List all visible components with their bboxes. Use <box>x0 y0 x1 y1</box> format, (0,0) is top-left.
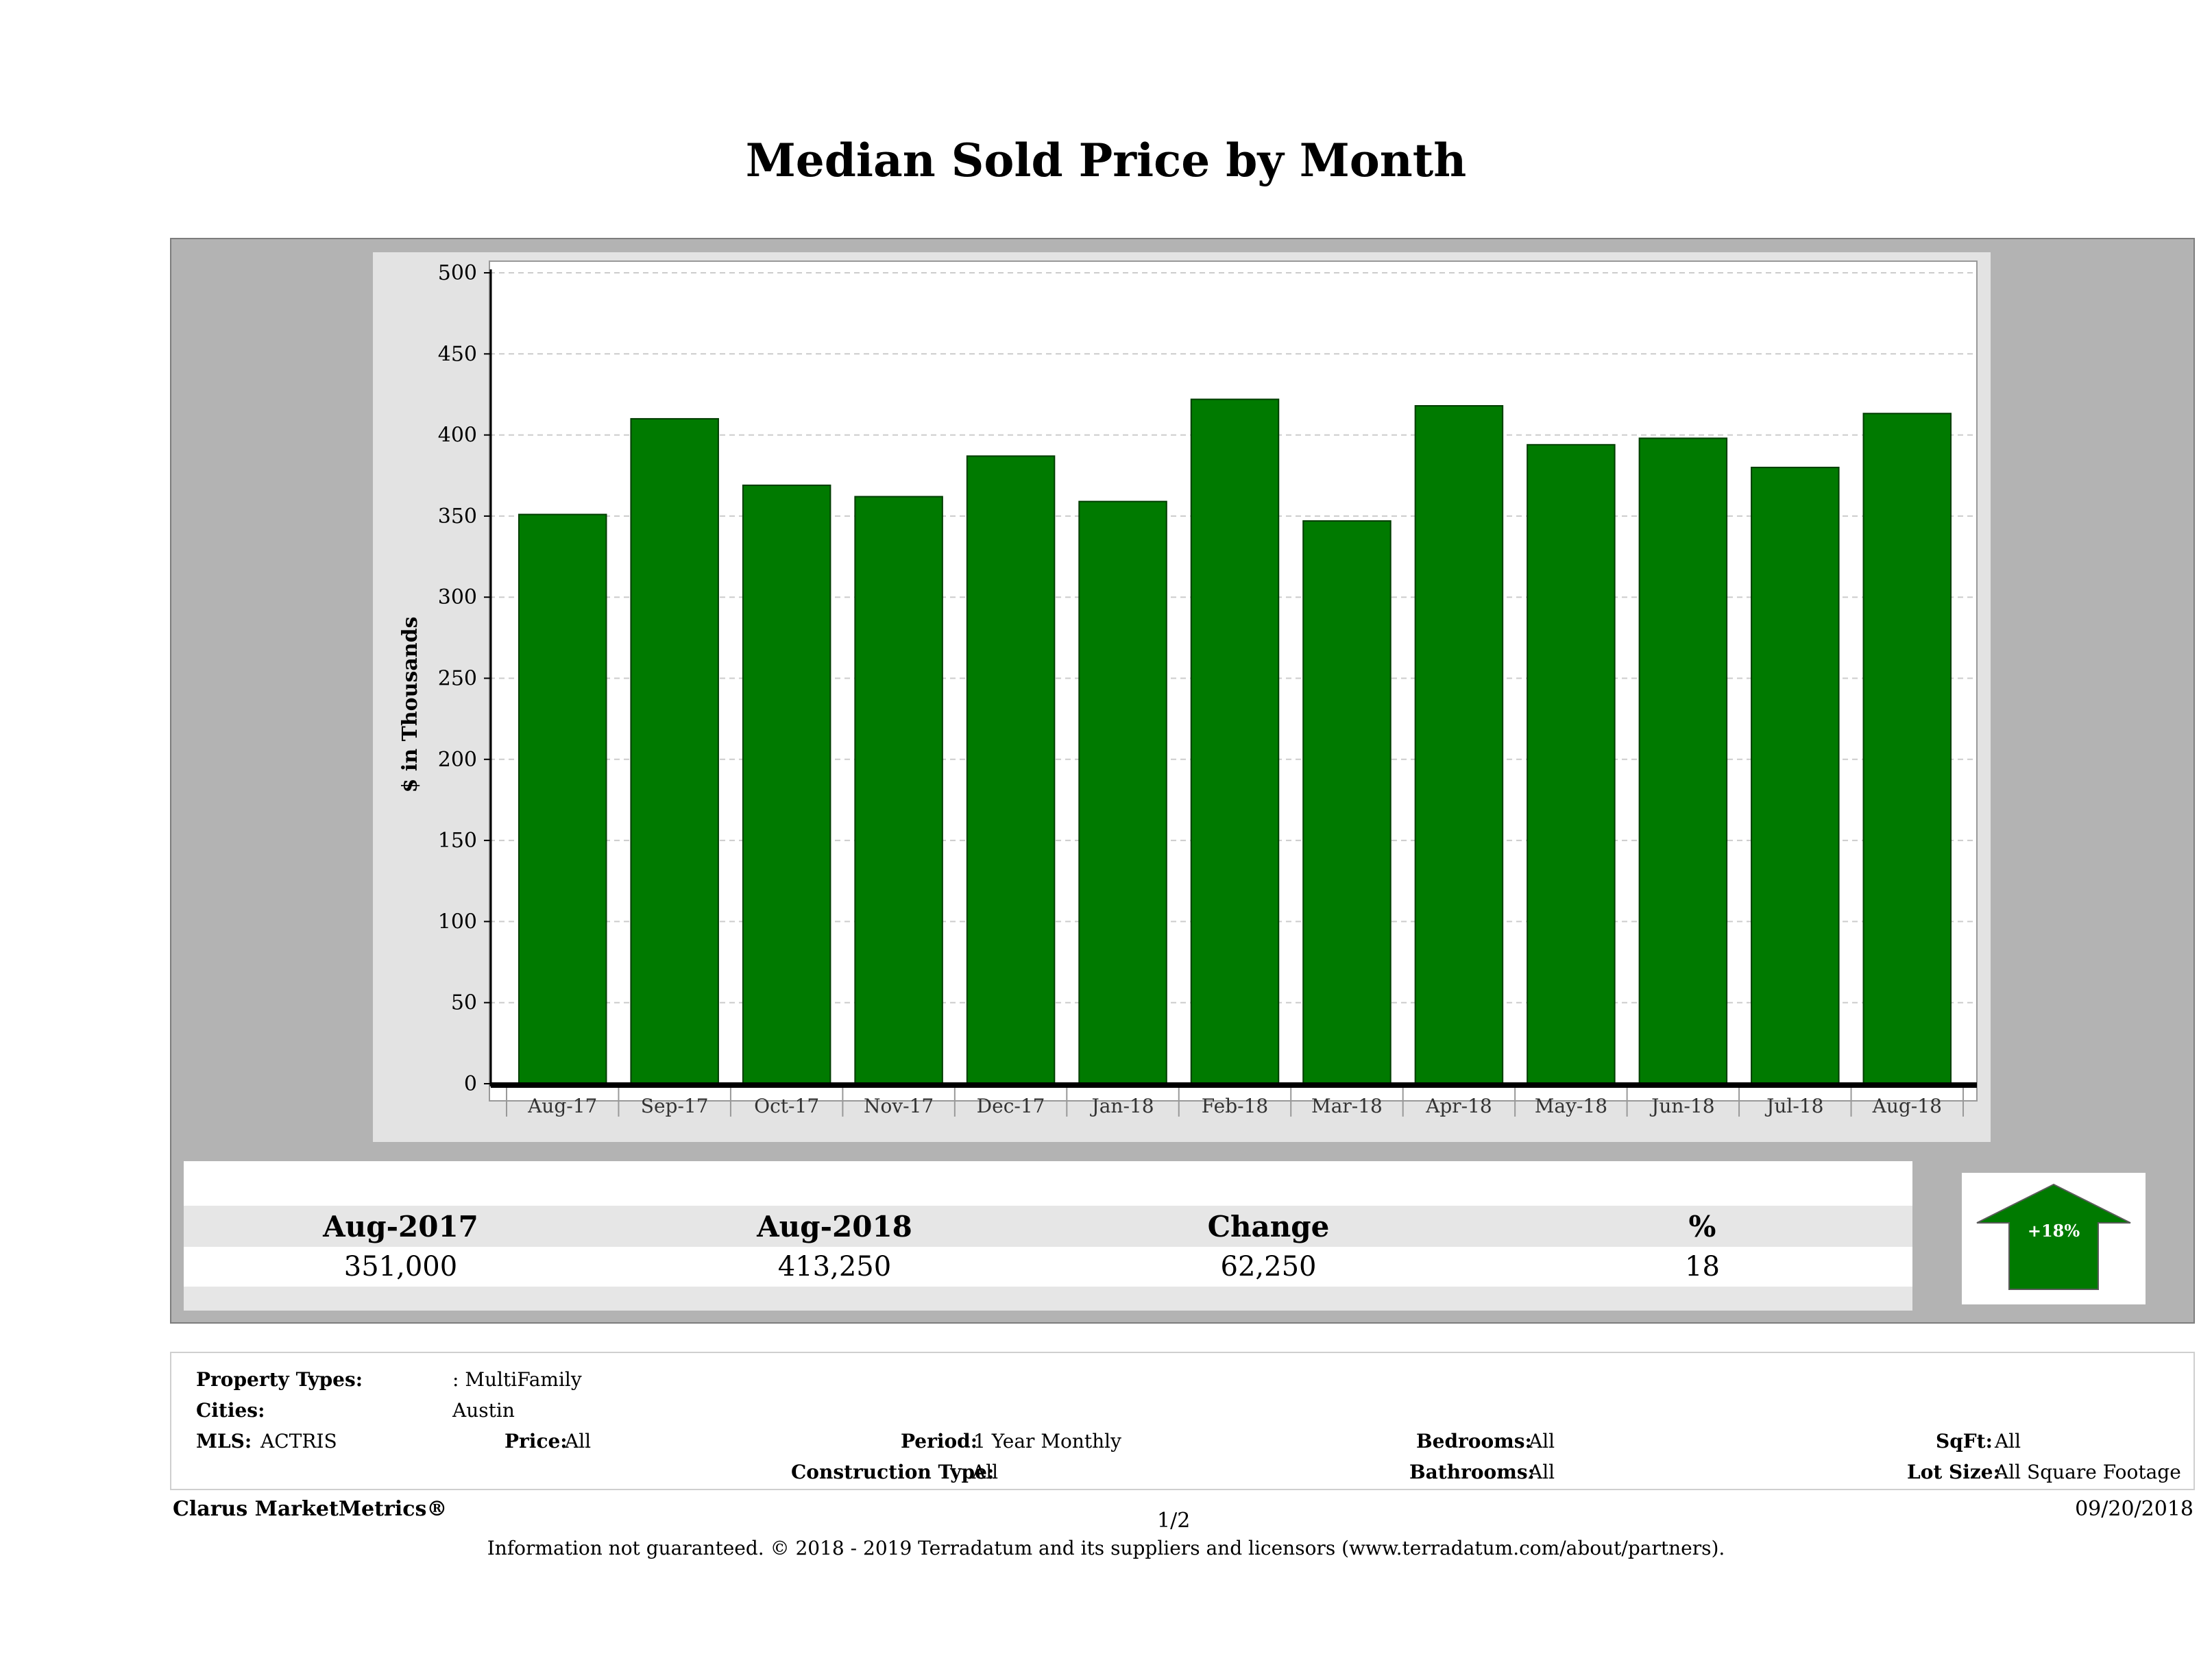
summary-header-start: Aug-2017 <box>323 1209 478 1243</box>
brand-name: Clarus MarketMetrics® <box>173 1497 448 1521</box>
page-number: 1/2 <box>1157 1509 1191 1533</box>
chart-frame: 0 50 100 150 200 250 300 350 400 450 500 Aug-17 Sep… <box>170 238 2195 1324</box>
x-tick-label: Aug-17 <box>527 1095 597 1117</box>
y-tick-label: 350 <box>438 504 477 528</box>
x-tick-label: Oct-17 <box>754 1095 819 1117</box>
x-tick-label: May-18 <box>1535 1095 1607 1117</box>
disclaimer: Information not guaranteed. © 2018 - 201… <box>487 1537 1725 1559</box>
summary-header-row: Aug-2017 Aug-2018 Change % <box>184 1206 1912 1247</box>
summary-table: Aug-2017 Aug-2018 Change % 351,000 413,2… <box>184 1161 1912 1311</box>
x-tick-label: Nov-17 <box>864 1095 934 1117</box>
bedrooms-label: Bedrooms: <box>1416 1430 1532 1452</box>
mls-value: ACTRIS <box>260 1430 337 1452</box>
bar-Aug-17 <box>518 513 607 1084</box>
lot-size-label: Lot Size: <box>1907 1461 2000 1483</box>
bars <box>518 398 1952 1085</box>
cities-label: Cities: <box>196 1399 265 1422</box>
bar-Dec-17 <box>966 455 1056 1085</box>
period-value: 1 Year Monthly <box>973 1430 1121 1452</box>
construction-type-value: All <box>972 1461 999 1483</box>
bar-chart: 0 50 100 150 200 250 300 350 400 450 500 Aug-17 Sep… <box>398 260 1978 1117</box>
cities-value: Austin <box>452 1399 515 1422</box>
y-tick-label: 450 <box>438 342 477 366</box>
bar-Jul-18 <box>1751 466 1840 1085</box>
bar-Jan-18 <box>1078 500 1167 1084</box>
lot-size-value: All Square Footage <box>1995 1461 2181 1483</box>
bathrooms-label: Bathrooms: <box>1409 1461 1535 1483</box>
bar-Sep-17 <box>630 417 719 1084</box>
summary-header-percent: % <box>1688 1209 1716 1243</box>
sqft-value: All <box>1995 1430 2021 1452</box>
y-tick-label: 400 <box>438 424 477 448</box>
y-tick-label: 200 <box>438 748 477 772</box>
summary-value-start: 351,000 <box>343 1251 458 1282</box>
y-tick-label: 0 <box>464 1072 477 1096</box>
y-tick-label: 100 <box>438 910 477 934</box>
change-badge: +18% <box>1962 1173 2146 1304</box>
up-arrow-icon <box>1976 1183 2131 1290</box>
bar-Jun-18 <box>1638 437 1728 1085</box>
bar-Nov-17 <box>854 496 943 1084</box>
y-axis-label: $ in Thousands <box>398 617 422 793</box>
chart-panel: 0 50 100 150 200 250 300 350 400 450 500 Aug-17 Sep… <box>373 252 1991 1142</box>
y-tick-label: 150 <box>438 829 477 853</box>
mls-label: MLS: <box>196 1430 252 1452</box>
bedrooms-value: All <box>1529 1430 1555 1452</box>
search-criteria: Property Types: : MultiFamily Cities: Au… <box>170 1352 2195 1490</box>
x-tick-label: Apr-18 <box>1425 1095 1492 1117</box>
summary-value-row: 351,000 413,250 62,250 18 <box>184 1247 1912 1287</box>
y-ticks: 0 50 100 150 200 250 300 350 400 450 500 <box>438 261 491 1096</box>
x-tick-label: Jan-18 <box>1090 1095 1154 1117</box>
page-title: Median Sold Price by Month <box>745 134 1467 187</box>
change-badge-label: +18% <box>2027 1221 2080 1241</box>
bar-Aug-18 <box>1862 413 1952 1085</box>
summary-value-end: 413,250 <box>777 1251 892 1282</box>
x-ticks: Aug-17 Sep-17 Oct-17 Nov-17 Dec-17 Jan-18 Feb-… <box>506 1088 1964 1117</box>
x-tick-label: Sep-17 <box>641 1095 709 1117</box>
x-tick-label: Mar-18 <box>1311 1095 1383 1117</box>
sqft-label: SqFt: <box>1936 1430 1993 1452</box>
bathrooms-value: All <box>1529 1461 1555 1483</box>
x-tick-label: Feb-18 <box>1202 1095 1268 1117</box>
bar-Apr-18 <box>1414 405 1504 1084</box>
y-tick-label: 500 <box>438 261 477 285</box>
period-label: Period: <box>901 1430 978 1452</box>
y-tick-label: 50 <box>451 991 477 1015</box>
price-value: All <box>565 1430 592 1452</box>
bar-May-18 <box>1527 443 1616 1084</box>
x-tick-label: Aug-18 <box>1872 1095 1942 1117</box>
x-tick-label: Jul-18 <box>1764 1095 1823 1117</box>
summary-top-strip <box>184 1161 1912 1206</box>
bar-Feb-18 <box>1190 398 1280 1085</box>
summary-header-end: Aug-2018 <box>757 1209 912 1243</box>
x-tick-label: Dec-17 <box>977 1095 1045 1117</box>
summary-value-percent: 18 <box>1685 1251 1720 1282</box>
y-tick-label: 300 <box>438 585 477 609</box>
report-date: 09/20/2018 <box>2075 1497 2193 1521</box>
bar-Mar-18 <box>1302 520 1391 1084</box>
bar-Oct-17 <box>742 484 831 1085</box>
x-tick-label: Jun-18 <box>1649 1095 1714 1117</box>
property-types-value: : MultiFamily <box>452 1368 582 1391</box>
construction-type-label: Construction Type: <box>791 1461 995 1483</box>
y-tick-label: 250 <box>438 667 477 691</box>
summary-value-change: 62,250 <box>1220 1251 1317 1282</box>
price-label: Price: <box>505 1430 568 1452</box>
summary-header-change: Change <box>1207 1209 1330 1243</box>
property-types-label: Property Types: <box>196 1368 363 1391</box>
